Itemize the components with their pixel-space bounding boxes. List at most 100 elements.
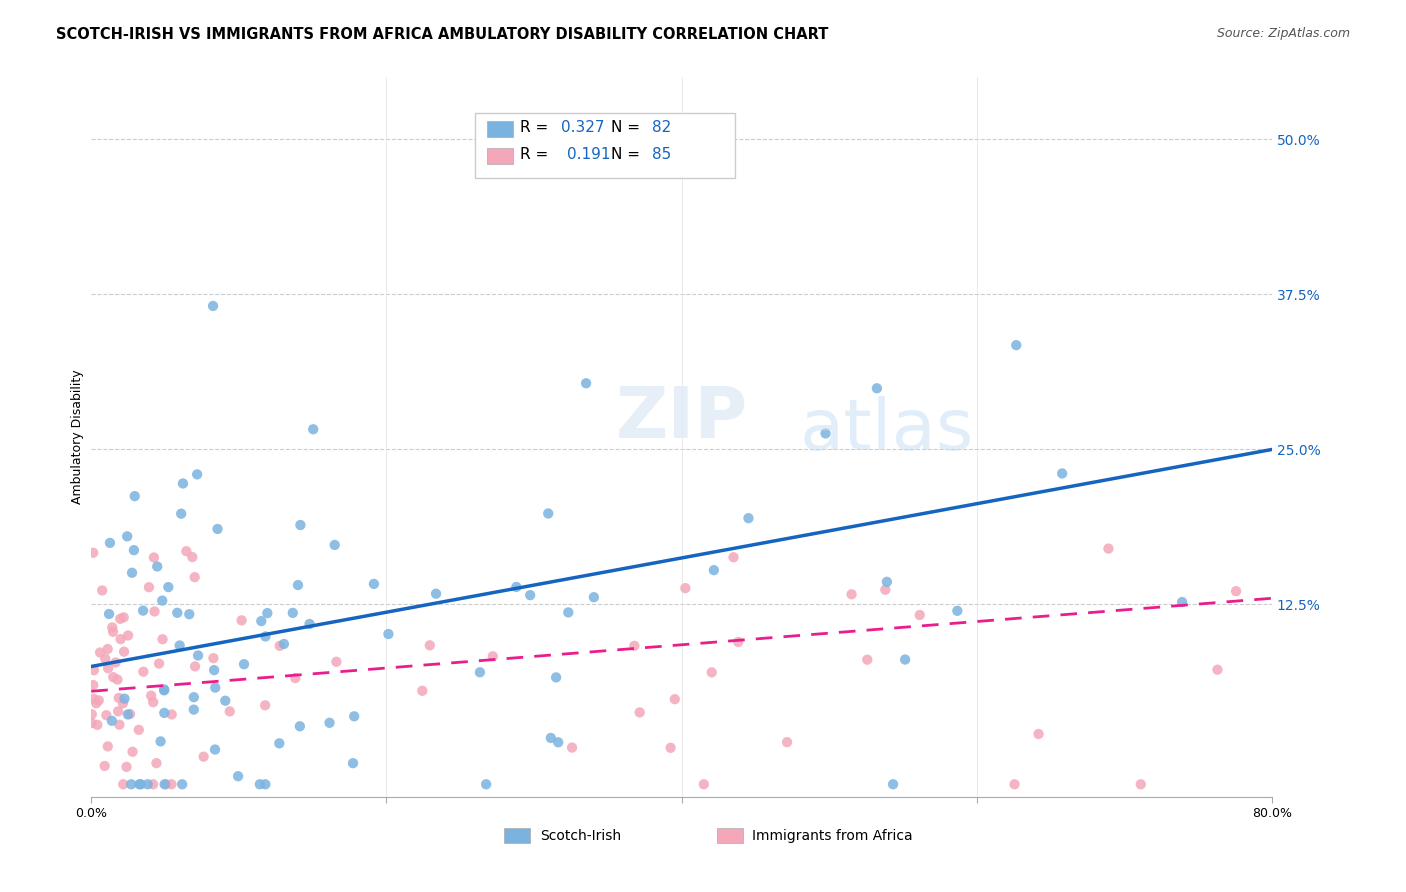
Scotch-Irish bbox=[254, 777, 277, 791]
Immigrants from Africa bbox=[80, 707, 103, 722]
Immigrants from Africa bbox=[107, 673, 129, 687]
Immigrants from Africa bbox=[142, 777, 165, 791]
Scotch-Irish bbox=[233, 657, 256, 672]
Text: R =: R = bbox=[520, 147, 558, 162]
Immigrants from Africa bbox=[776, 735, 799, 749]
Immigrants from Africa bbox=[1028, 727, 1050, 741]
Immigrants from Africa bbox=[181, 550, 204, 565]
Scotch-Irish bbox=[207, 522, 229, 536]
Immigrants from Africa bbox=[269, 639, 291, 653]
Scotch-Irish bbox=[547, 735, 569, 749]
FancyBboxPatch shape bbox=[475, 113, 735, 178]
Immigrants from Africa bbox=[176, 544, 198, 558]
Immigrants from Africa bbox=[148, 657, 170, 671]
Immigrants from Africa bbox=[139, 689, 162, 703]
Scotch-Irish bbox=[575, 376, 598, 391]
Scotch-Irish bbox=[183, 703, 205, 717]
Text: N =: N = bbox=[610, 120, 644, 136]
Immigrants from Africa bbox=[82, 546, 104, 560]
Scotch-Irish bbox=[302, 422, 325, 436]
Scotch-Irish bbox=[187, 648, 209, 663]
Scotch-Irish bbox=[505, 580, 527, 594]
Text: Source: ZipAtlas.com: Source: ZipAtlas.com bbox=[1216, 27, 1350, 40]
Scotch-Irish bbox=[249, 777, 271, 791]
Scotch-Irish bbox=[98, 607, 121, 621]
Scotch-Irish bbox=[814, 426, 837, 441]
Scotch-Irish bbox=[179, 607, 201, 622]
Immigrants from Africa bbox=[841, 587, 863, 601]
Scotch-Irish bbox=[128, 777, 150, 791]
Scotch-Irish bbox=[882, 777, 904, 791]
Scotch-Irish bbox=[129, 777, 152, 791]
Immigrants from Africa bbox=[254, 698, 277, 713]
Scotch-Irish bbox=[737, 511, 759, 525]
Scotch-Irish bbox=[256, 606, 278, 620]
Scotch-Irish bbox=[343, 709, 366, 723]
Scotch-Irish bbox=[149, 734, 172, 748]
Scotch-Irish bbox=[1050, 467, 1073, 481]
Immigrants from Africa bbox=[111, 696, 134, 710]
Text: atlas: atlas bbox=[800, 396, 974, 466]
Immigrants from Africa bbox=[155, 777, 177, 791]
Immigrants from Africa bbox=[664, 692, 686, 706]
Scotch-Irish bbox=[124, 489, 146, 503]
Scotch-Irish bbox=[136, 777, 159, 791]
Scotch-Irish bbox=[115, 529, 138, 543]
Scotch-Irish bbox=[281, 606, 304, 620]
Immigrants from Africa bbox=[83, 663, 105, 677]
Scotch-Irish bbox=[323, 538, 346, 552]
Scotch-Irish bbox=[153, 706, 176, 720]
Scotch-Irish bbox=[287, 578, 309, 592]
FancyBboxPatch shape bbox=[505, 828, 530, 844]
Scotch-Irish bbox=[204, 681, 226, 695]
Immigrants from Africa bbox=[1129, 777, 1152, 791]
Scotch-Irish bbox=[290, 518, 312, 533]
Scotch-Irish bbox=[117, 707, 139, 722]
Immigrants from Africa bbox=[118, 706, 141, 721]
Immigrants from Africa bbox=[1097, 541, 1119, 556]
Immigrants from Africa bbox=[96, 708, 118, 723]
Immigrants from Africa bbox=[112, 645, 135, 659]
Immigrants from Africa bbox=[121, 745, 143, 759]
Immigrants from Africa bbox=[723, 550, 745, 565]
Scotch-Irish bbox=[153, 682, 176, 697]
Scotch-Irish bbox=[169, 639, 191, 653]
Immigrants from Africa bbox=[117, 628, 139, 642]
Immigrants from Africa bbox=[1206, 663, 1229, 677]
Scotch-Irish bbox=[183, 690, 205, 705]
Immigrants from Africa bbox=[132, 665, 155, 679]
Text: 0.191: 0.191 bbox=[567, 147, 610, 162]
Scotch-Irish bbox=[318, 715, 340, 730]
Scotch-Irish bbox=[866, 381, 889, 395]
Scotch-Irish bbox=[876, 574, 898, 589]
Scotch-Irish bbox=[120, 777, 142, 791]
Scotch-Irish bbox=[582, 591, 605, 605]
Text: 85: 85 bbox=[652, 147, 671, 162]
Scotch-Irish bbox=[172, 476, 194, 491]
Scotch-Irish bbox=[557, 606, 579, 620]
Immigrants from Africa bbox=[107, 690, 129, 705]
Immigrants from Africa bbox=[112, 777, 135, 791]
Immigrants from Africa bbox=[138, 580, 160, 594]
FancyBboxPatch shape bbox=[717, 828, 742, 844]
Y-axis label: Ambulatory Disability: Ambulatory Disability bbox=[72, 370, 84, 504]
Text: 0.327: 0.327 bbox=[561, 120, 605, 136]
Immigrants from Africa bbox=[101, 620, 124, 634]
Immigrants from Africa bbox=[87, 693, 110, 707]
Immigrants from Africa bbox=[1225, 584, 1247, 599]
Immigrants from Africa bbox=[91, 583, 114, 598]
Text: SCOTCH-IRISH VS IMMIGRANTS FROM AFRICA AMBULATORY DISABILITY CORRELATION CHART: SCOTCH-IRISH VS IMMIGRANTS FROM AFRICA A… bbox=[56, 27, 828, 42]
Scotch-Irish bbox=[546, 670, 568, 684]
Scotch-Irish bbox=[273, 637, 295, 651]
Immigrants from Africa bbox=[183, 570, 205, 584]
Scotch-Irish bbox=[121, 566, 143, 580]
FancyBboxPatch shape bbox=[486, 148, 513, 164]
Scotch-Irish bbox=[519, 588, 541, 602]
Text: Immigrants from Africa: Immigrants from Africa bbox=[752, 829, 912, 843]
Immigrants from Africa bbox=[115, 760, 138, 774]
Immigrants from Africa bbox=[856, 653, 879, 667]
Immigrants from Africa bbox=[128, 723, 150, 737]
Immigrants from Africa bbox=[86, 718, 108, 732]
Scotch-Irish bbox=[468, 665, 491, 680]
Immigrants from Africa bbox=[908, 607, 931, 622]
